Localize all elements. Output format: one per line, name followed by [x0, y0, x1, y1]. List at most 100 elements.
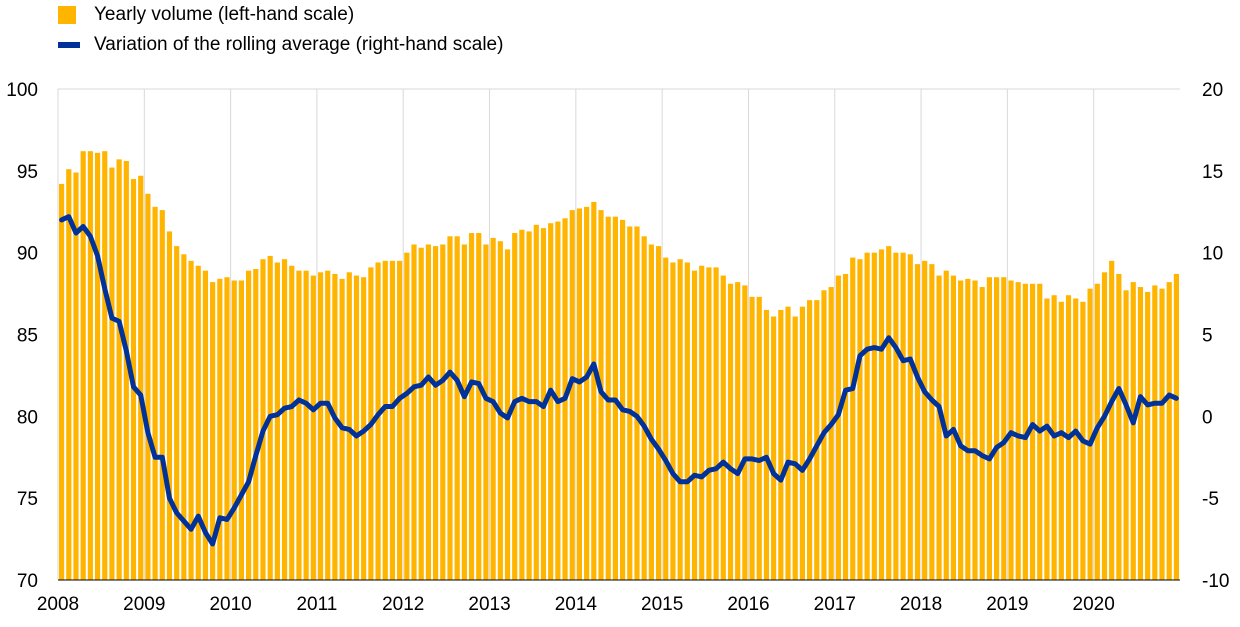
x-tick-2020: 2020	[1073, 594, 1115, 615]
bar-79	[627, 226, 633, 581]
bar-107	[828, 287, 834, 580]
bar-57	[468, 233, 475, 580]
bar-56	[461, 244, 467, 580]
bar-145	[1101, 272, 1108, 580]
bar-33	[296, 270, 302, 580]
bar-55	[454, 236, 460, 581]
bar-82	[648, 244, 654, 580]
x-tick-2019: 2019	[986, 594, 1028, 615]
x-tick-2011: 2011	[296, 594, 337, 615]
bar-141	[1073, 298, 1079, 580]
bar-87	[684, 262, 690, 580]
bar-73	[584, 206, 590, 580]
y-left-tick-85: 85	[17, 326, 38, 347]
bar-102	[792, 316, 798, 580]
bar-22	[217, 278, 223, 580]
bar-68	[548, 223, 554, 580]
bar-80	[634, 226, 640, 581]
bar-117	[900, 252, 906, 580]
bar-115	[886, 246, 892, 580]
legend-item-line: Variation of the rolling average (right-…	[58, 30, 503, 60]
bar-104	[807, 300, 813, 580]
bar-13	[152, 206, 158, 580]
line-series-rolling-average	[59, 214, 1179, 547]
bar-89	[699, 265, 705, 580]
bar-7	[109, 167, 115, 580]
bar-83	[655, 246, 662, 580]
bar-91	[713, 267, 719, 580]
y-right-tick-20: 20	[1202, 80, 1223, 101]
bar-21	[210, 282, 216, 580]
bar-11	[138, 175, 144, 580]
bar-25	[238, 280, 244, 580]
bar-60	[490, 237, 496, 581]
bar-31	[281, 259, 288, 580]
bar-111	[857, 259, 863, 580]
bar-151	[1145, 291, 1151, 580]
bar-23	[224, 277, 230, 580]
bar-32	[289, 265, 295, 580]
bar-109	[842, 273, 849, 580]
bar-131	[1001, 277, 1007, 580]
bar-147	[1116, 273, 1122, 580]
bar-155	[1173, 273, 1179, 580]
y-right-tick--5: -5	[1202, 489, 1219, 510]
bar-84	[663, 257, 669, 580]
bar-114	[878, 249, 885, 581]
bar-93	[727, 283, 734, 580]
y-left-tick-95: 95	[17, 162, 38, 183]
bar-12	[145, 193, 151, 580]
legend-label-line: Variation of the rolling average (right-…	[94, 34, 504, 55]
bar-149	[1130, 282, 1136, 580]
bar-53	[440, 244, 446, 580]
bar-81	[641, 236, 647, 581]
bar-98	[763, 309, 770, 580]
bar-123	[943, 270, 949, 580]
bar-150	[1137, 287, 1144, 580]
bar-103	[799, 306, 805, 580]
x-tick-2017: 2017	[814, 594, 856, 615]
bar-118	[907, 254, 913, 580]
bar-48	[404, 252, 410, 580]
bar-51	[425, 244, 431, 580]
bar-27	[253, 269, 259, 580]
y-left-tick-80: 80	[17, 407, 38, 428]
bar-3	[80, 151, 86, 580]
bar-99	[771, 316, 777, 580]
bar-105	[814, 300, 820, 580]
bar-94	[735, 282, 741, 580]
bar-49	[411, 244, 417, 580]
y-right-tick-5: 5	[1202, 326, 1213, 347]
bar-134	[1022, 283, 1028, 580]
legend-swatch-bars	[58, 6, 76, 24]
bar-146	[1109, 260, 1115, 580]
bar-120	[922, 260, 928, 580]
bar-116	[893, 252, 899, 580]
bar-86	[677, 259, 683, 580]
bar-38	[332, 273, 338, 580]
legend-item-bars: Yearly volume (left-hand scale)	[58, 0, 503, 30]
bar-1	[66, 169, 72, 581]
x-tick-2013: 2013	[468, 594, 510, 615]
bar-96	[749, 296, 755, 580]
bar-125	[958, 280, 964, 580]
bar-46	[389, 260, 396, 580]
y-left-tick-90: 90	[17, 244, 38, 265]
y-right-tick-15: 15	[1202, 162, 1223, 183]
legend-label-bars: Yearly volume (left-hand scale)	[94, 4, 355, 25]
x-tick-2018: 2018	[900, 594, 942, 615]
bar-37	[325, 270, 331, 580]
legend: Yearly volume (left-hand scale) Variatio…	[58, 0, 503, 60]
bar-18	[188, 260, 194, 580]
bar-95	[742, 285, 748, 580]
bar-113	[871, 252, 877, 580]
bar-137	[1044, 298, 1050, 580]
bar-74	[591, 201, 597, 580]
bar-8	[116, 159, 122, 581]
bar-72	[576, 208, 583, 580]
bar-88	[691, 270, 698, 580]
bar-52	[433, 246, 439, 580]
bar-128	[979, 287, 985, 580]
y-right-tick-0: 0	[1202, 407, 1213, 428]
